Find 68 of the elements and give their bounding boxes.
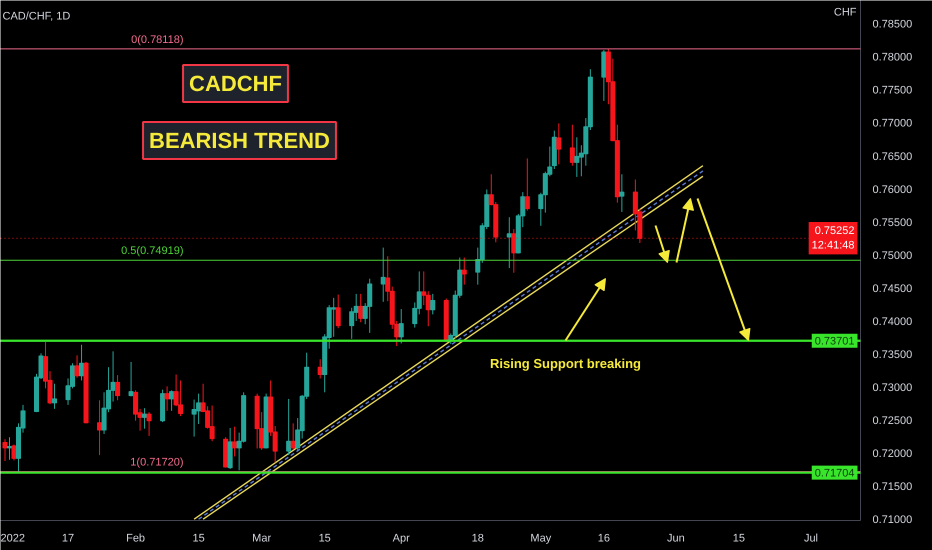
annotation: Rising Support breaking [490,356,642,371]
x-tick-label: 2022 [0,532,25,544]
ref-line-label: 0.5(0.74919) [121,245,184,258]
x-tick-label: 15 [192,532,205,544]
candlestick [52,383,58,410]
ref-line-label: 1(0.71720) [130,456,184,469]
y-tick-label: 0.74500 [872,282,912,295]
y-tick-label: 0.72000 [872,448,912,460]
candlestick [11,444,17,461]
candlestick [2,438,8,462]
candlestick [506,216,512,269]
candlestick [79,344,84,381]
x-tick-label: May [530,532,552,544]
y-tick-label: 0.77500 [872,84,912,97]
annotation: BEARISH TREND [149,128,330,153]
ref-line-label: 0(0.78118) [131,34,184,46]
x-tick-label: 18 [472,532,484,544]
y-tick-label: 0.78500 [872,18,912,31]
candlestick [619,174,624,212]
y-tick-label: 0.75500 [872,216,912,229]
candlestick [97,400,102,456]
y-tick-label: 0.72500 [872,415,912,428]
x-tick-label: 16 [598,532,610,544]
x-tick-label: Jul [804,532,818,544]
ref-line-label: 0.73701 [814,336,855,348]
candlestick [115,374,120,401]
x-tick-label: Feb [126,532,146,544]
candlestick [398,308,404,344]
candlestick [570,124,575,166]
y-tick-label: 0.75000 [872,250,912,262]
y-tick-label: 0.78000 [872,52,912,64]
y-tick-label: 0.77000 [872,118,912,130]
candlestick [128,361,134,397]
y-tick-label: 0.74000 [872,316,912,328]
y-tick-label: 0.71000 [872,514,912,526]
candlestick [318,358,323,379]
candlestick [142,408,148,430]
candlestick [232,426,238,457]
candlestick [462,257,467,286]
candlestick [164,386,170,412]
candlestick [6,436,12,460]
y-axis-title: CHF [834,6,857,18]
candlestick [430,293,436,315]
ref-line-label: 0.75252 12:41:48 [812,225,855,252]
x-tick-label: 17 [62,532,74,544]
x-tick-label: 15 [318,532,331,544]
candlestick [290,422,296,450]
y-tick-label: 0.76500 [872,150,912,163]
candlestick [169,390,174,412]
x-tick-label: Apr [392,532,410,544]
candlestick [380,247,386,302]
x-tick-label: Mar [252,532,272,544]
text: CAD/CHF, 1D [2,10,70,22]
candlestick [358,293,364,323]
y-tick-label: 0.71500 [872,481,912,494]
candlestick [556,122,562,165]
ref-line-label: 0.71704 [814,468,855,480]
candlestick [74,354,80,378]
candlestick [524,158,530,212]
candlestick [146,412,152,436]
candlestick [286,398,292,456]
x-tick-label: 15 [732,532,746,544]
y-tick-label: 0.73500 [872,348,912,361]
annotation: CADCHF [189,71,282,96]
x-tick-label: Jun [667,532,685,544]
candlestick [336,294,341,329]
y-tick-label: 0.73000 [872,382,912,394]
y-tick-label: 0.76000 [872,184,912,196]
